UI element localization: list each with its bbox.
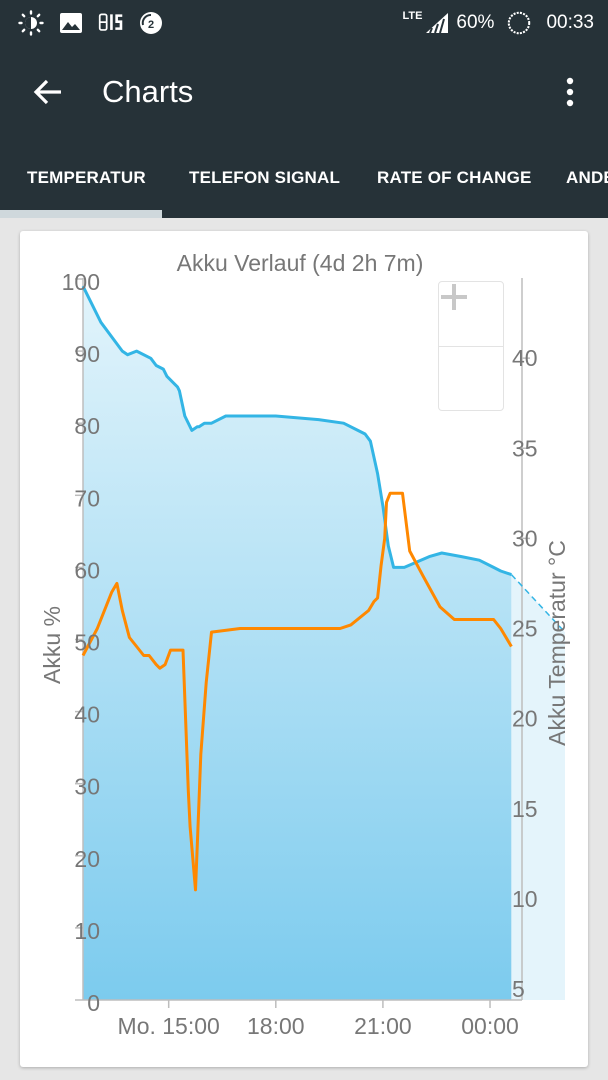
- y2-tick-label: 20: [512, 706, 538, 732]
- notification-count: 2: [148, 19, 154, 31]
- battery-projection-line: [510, 574, 566, 633]
- y2-tick-label: 35: [512, 435, 538, 461]
- arrow-back-icon: [33, 79, 61, 105]
- tab-ande[interactable]: ANDE: [566, 168, 608, 187]
- y-tick-label: 100: [62, 269, 100, 295]
- signal-icon: [424, 10, 450, 36]
- y-tick-label: 0: [87, 990, 100, 1016]
- clock-widget-icon: [98, 10, 124, 36]
- y-tick-label: 60: [74, 557, 100, 583]
- projection-area-fill: [511, 574, 565, 1000]
- y-tick-label: 70: [74, 485, 100, 511]
- tab-bar: TEMPERATUR TELEFON SIGNAL RATE OF CHANGE…: [0, 138, 608, 218]
- y2-tick-label: 15: [512, 796, 538, 822]
- y2-tick-label: 5: [512, 976, 525, 1002]
- zoom-controls: [438, 281, 504, 411]
- battery-chart[interactable]: 0 10 20 30 40 50 60 70 80 90 100 5 10 15 20 25 30 35 40 Mo.…: [20, 231, 588, 1067]
- image-icon: [58, 10, 84, 36]
- battery-percent: 60%: [456, 12, 495, 33]
- y2-axis-label: Akku Temperatur °C: [544, 540, 570, 746]
- status-bar-system: LTE 60% 00:33: [402, 8, 594, 38]
- y-axis-label: Akku %: [39, 606, 65, 684]
- y-tick-label: 50: [74, 630, 100, 656]
- tab-telefon-signal[interactable]: TELEFON SIGNAL: [189, 168, 341, 187]
- y-tick-label: 30: [74, 774, 100, 800]
- tab-temperatur[interactable]: TEMPERATUR: [27, 168, 146, 187]
- minus-icon: [441, 295, 467, 299]
- clock: 00:33: [546, 12, 594, 33]
- y-tick-label: 10: [74, 918, 100, 944]
- x-tick-label: Mo. 15:00: [118, 1013, 220, 1039]
- y2-tick-label: 10: [512, 886, 538, 912]
- y-tick-label: 80: [74, 413, 100, 439]
- overflow-menu-button[interactable]: [550, 68, 590, 116]
- y2-tick-label: 40: [512, 345, 538, 371]
- x-tick-label: 21:00: [354, 1013, 412, 1039]
- more-vert-icon: [566, 77, 574, 107]
- status-bar-notifications: 2: [18, 8, 164, 38]
- y-tick-label: 90: [74, 341, 100, 367]
- y-tick-label: 20: [74, 846, 100, 872]
- chart-title: Akku Verlauf (4d 2h 7m): [177, 250, 424, 276]
- x-tick-label: 18:00: [247, 1013, 305, 1039]
- brightness-icon: [18, 10, 44, 36]
- zoom-out-button[interactable]: [439, 295, 503, 410]
- notification-count-icon: 2: [138, 10, 164, 36]
- temperature-series-line: [81, 491, 513, 892]
- page-title: Charts: [102, 74, 194, 109]
- battery-series-line: [81, 285, 512, 577]
- y-tick-label: 40: [74, 702, 100, 728]
- status-bar: 2 LTE 60% 00:33: [0, 0, 608, 46]
- y2-tick-label: 25: [512, 616, 538, 642]
- tab-indicator: [0, 210, 162, 218]
- chart-card: 0 10 20 30 40 50 60 70 80 90 100 5 10 15 20 25 30 35 40 Mo.…: [20, 231, 588, 1067]
- battery-ring-icon: [506, 10, 532, 36]
- y2-tick-label: 30: [512, 525, 538, 551]
- network-type: LTE: [402, 10, 423, 22]
- x-tick-label: 00:00: [461, 1013, 519, 1039]
- tab-rate-of-change[interactable]: RATE OF CHANGE: [377, 168, 532, 187]
- app-bar: Charts: [0, 46, 608, 138]
- back-button[interactable]: [24, 68, 72, 116]
